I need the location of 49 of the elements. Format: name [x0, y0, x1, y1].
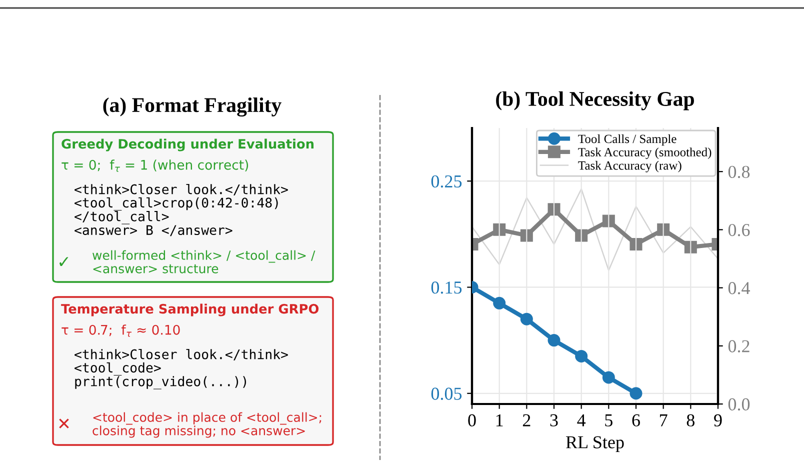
point	[520, 312, 533, 326]
legend-label: Task Accuracy (raw)	[578, 160, 682, 172]
point	[520, 229, 533, 242]
y2-tick-label: 0.0	[728, 398, 750, 411]
y-tick-label: 0.25	[431, 175, 462, 188]
y2-tick-label: 0.8	[728, 166, 750, 178]
text: τ = 0.7; f$_{τ}$ ≈ 0.10	[62, 324, 180, 337]
y2-tick-label: 0.2	[728, 340, 750, 352]
text: well-formed <think> / <tool_call> / <answer> structure	[92, 250, 316, 274]
x-axis-title: RL Step	[566, 436, 624, 452]
y2-tick-label: 0.6	[728, 224, 750, 236]
chart-title: (b) Tool Necessity Gap	[496, 91, 694, 110]
y-tick-label: 0.05	[431, 388, 462, 400]
point	[684, 240, 697, 254]
text: <think>Closer look.</think> <tool_code> print(crop_video(...))	[74, 349, 288, 390]
point	[630, 387, 642, 400]
text: (a) Format Fragility	[103, 97, 282, 117]
x-tick-label: 5	[605, 414, 612, 426]
x-tick-label: 9	[714, 414, 722, 426]
x-tick-label: 3	[550, 414, 558, 426]
x-tick-label: 0	[468, 414, 476, 426]
x-tick-label: 4	[577, 414, 586, 426]
point	[548, 203, 560, 216]
text: τ = 0; f$_{τ}$ = 1 (when correct)	[62, 160, 248, 172]
point	[493, 223, 506, 236]
text: ✕	[59, 418, 69, 428]
legend-label: Task Accuracy (smoothed)	[578, 148, 712, 159]
text: Temperature Sampling under GRPO	[61, 304, 319, 316]
legend-label: Tool Calls / Sample	[578, 134, 676, 146]
x-tick-label: 2	[522, 414, 530, 426]
point	[575, 350, 588, 362]
point	[630, 238, 642, 250]
point	[657, 223, 670, 236]
point	[575, 229, 588, 242]
x-tick-label: 6	[632, 414, 640, 426]
point	[602, 371, 615, 384]
text: Greedy Decoding under Evaluation	[62, 138, 314, 152]
line-series	[472, 188, 718, 271]
point	[548, 334, 560, 347]
text: <think>Closer look.</think> <tool_call>crop(0:42-0:48) </tool_call> <answer> B </answer>	[74, 184, 288, 236]
x-tick-label: 1	[496, 414, 503, 426]
text: ✓	[60, 257, 68, 266]
point	[602, 214, 615, 228]
x-tick-label: 7	[660, 414, 668, 426]
point	[493, 296, 506, 310]
text: <tool_code> in place of <tool_call>; closing tag missing; no <answer>	[92, 412, 322, 438]
x-tick-label: 8	[686, 414, 694, 426]
y2-tick-label: 0.4	[728, 282, 750, 294]
y-tick-label: 0.15	[431, 281, 462, 294]
